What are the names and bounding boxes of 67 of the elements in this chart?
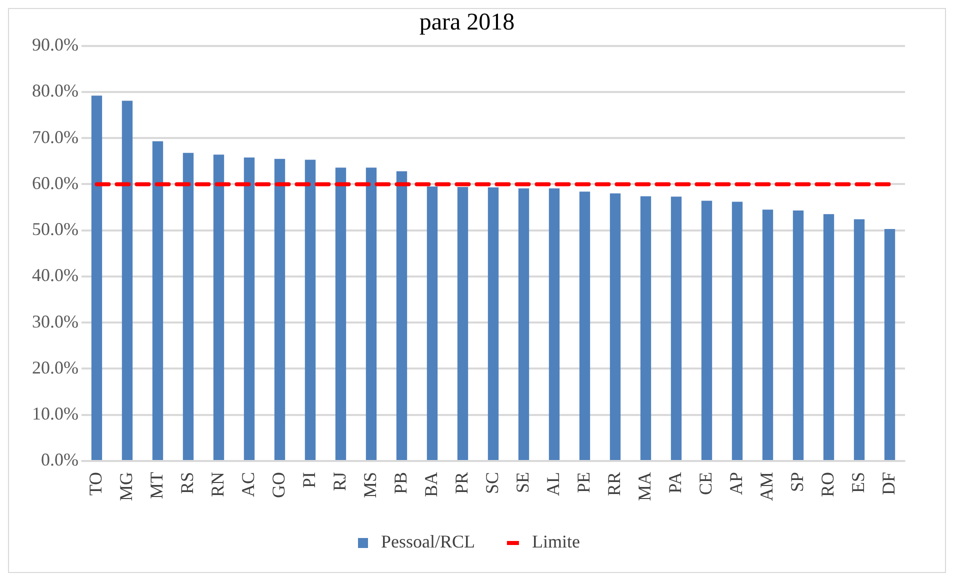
bar <box>274 158 286 460</box>
bar <box>640 196 652 460</box>
legend-label: Pessoal/RCL <box>381 532 476 552</box>
x-tick-label: PA <box>664 472 685 494</box>
bar <box>732 202 743 460</box>
x-tick-label: MG <box>116 472 136 502</box>
bar <box>91 96 102 460</box>
x-tick-label: SC <box>482 472 502 494</box>
bar <box>152 141 164 460</box>
y-tick-label: 90.0% <box>32 34 78 55</box>
x-tick-label: PB <box>390 472 410 494</box>
bar <box>457 186 468 460</box>
x-tick-label: AP <box>726 472 746 496</box>
x-tick-label: SP <box>786 472 807 492</box>
y-tick-label: 40.0% <box>32 265 78 286</box>
bar <box>762 210 774 460</box>
y-tick-label: 80.0% <box>32 80 78 101</box>
bar <box>426 186 438 460</box>
legend-label: Limite <box>532 532 580 552</box>
y-tick-label: 70.0% <box>32 126 78 147</box>
bar <box>366 168 377 460</box>
bar <box>610 193 621 460</box>
bar <box>244 157 255 460</box>
bar <box>304 160 316 460</box>
x-tick-label: GO <box>268 472 288 498</box>
x-tick-label: SE <box>512 472 532 494</box>
x-tick-label: DF <box>878 472 898 496</box>
bar <box>182 152 194 460</box>
x-tick-label: MT <box>146 472 166 499</box>
x-tick-label: BA <box>420 472 441 498</box>
x-tick-label: MS <box>360 472 380 498</box>
bar <box>396 171 408 460</box>
bar <box>488 187 499 460</box>
x-tick-label: PE <box>573 472 594 494</box>
y-tick-label: 30.0% <box>32 311 78 332</box>
x-tick-label: RO <box>817 472 838 498</box>
bar <box>823 214 834 460</box>
bar <box>792 210 804 460</box>
x-tick-label: ES <box>848 472 868 494</box>
x-tick-label: PI <box>298 472 319 488</box>
x-tick-label: TO <box>85 472 106 496</box>
x-tick-label: MA <box>634 472 654 502</box>
x-tick-label: RR <box>604 472 624 496</box>
bar <box>122 100 133 460</box>
y-tick-label: 0.0% <box>40 450 78 470</box>
x-tick-label: CE <box>695 472 716 496</box>
bar <box>548 188 560 460</box>
bar <box>579 192 590 460</box>
bar <box>670 196 682 460</box>
bar <box>518 188 530 460</box>
y-tick-label: 50.0% <box>32 219 78 240</box>
chart-title: para 2018 <box>419 10 515 36</box>
x-tick-label: AL <box>542 472 563 496</box>
x-tick-label: AC <box>238 472 258 498</box>
bar <box>884 228 896 460</box>
x-tick-label: AM <box>756 472 776 502</box>
x-tick-label: PR <box>451 472 472 494</box>
x-tick-label: RJ <box>329 472 350 492</box>
x-tick-label: RS <box>176 472 197 494</box>
bar <box>335 168 346 460</box>
x-tick-label: RN <box>207 472 228 498</box>
y-tick-label: 10.0% <box>32 404 78 424</box>
y-tick-label: 20.0% <box>32 357 78 378</box>
bar <box>213 154 224 460</box>
bar <box>854 219 865 460</box>
y-tick-label: 60.0% <box>32 172 78 193</box>
bar <box>701 200 712 460</box>
